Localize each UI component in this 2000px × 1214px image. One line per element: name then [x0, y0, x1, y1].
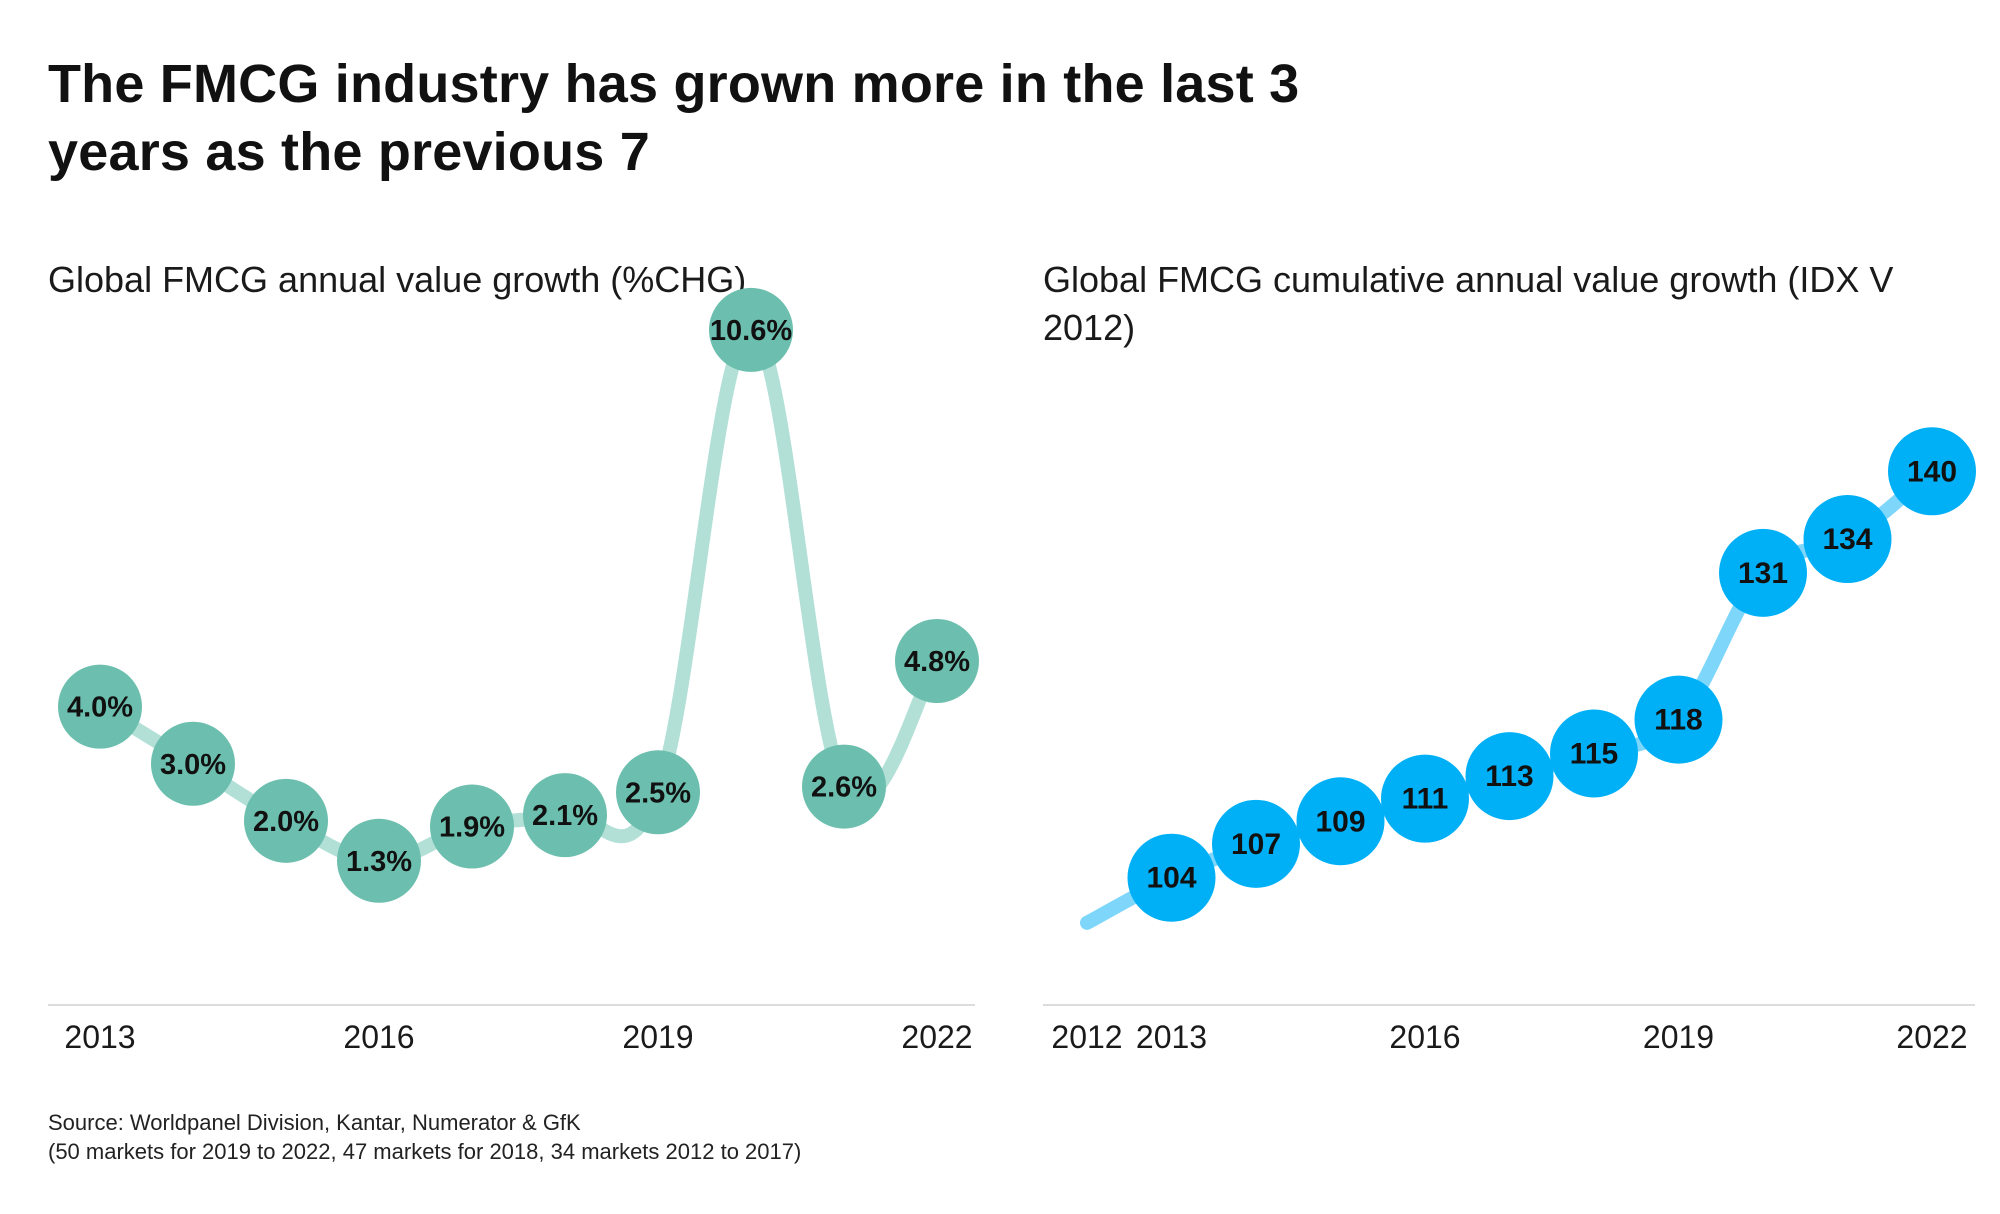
data-point-marker — [151, 721, 235, 806]
x-tick-label: 2022 — [901, 1019, 972, 1055]
data-label: 107 — [1231, 828, 1281, 861]
data-point-marker — [1634, 675, 1723, 764]
data-point-marker — [337, 818, 421, 903]
x-tick-label: 2016 — [343, 1019, 414, 1055]
x-tick-label: 2012 — [1051, 1019, 1122, 1055]
data-point-marker — [430, 784, 514, 869]
data-point-marker — [1550, 709, 1638, 798]
data-point-marker — [523, 773, 607, 858]
data-label: 2.5% — [625, 777, 691, 809]
data-label: 1.3% — [346, 846, 412, 878]
data-point-marker — [1803, 495, 1892, 584]
data-label: 134 — [1822, 523, 1872, 556]
data-point-marker — [709, 287, 793, 372]
x-tick-label: 2019 — [622, 1019, 693, 1055]
data-point-marker — [1296, 777, 1385, 866]
main-title: The FMCG industry has grown more in the … — [48, 54, 1300, 182]
data-label: 4.8% — [904, 646, 970, 678]
data-point-marker — [1465, 732, 1554, 821]
data-point-marker — [616, 750, 700, 835]
data-label: 113 — [1485, 760, 1533, 793]
source-line-2: (50 markets for 2019 to 2022, 47 markets… — [48, 1139, 802, 1164]
data-label: 3.0% — [160, 749, 226, 781]
x-tick-label: 2016 — [1389, 1019, 1460, 1055]
data-point-marker — [1719, 528, 1807, 617]
data-point-marker — [802, 744, 886, 829]
data-point-marker — [895, 619, 979, 703]
x-tick-label: 2013 — [1136, 1019, 1207, 1055]
data-label: 104 — [1146, 862, 1196, 895]
data-label: 109 — [1315, 805, 1365, 838]
x-tick-label: 2022 — [1896, 1019, 1967, 1055]
data-label: 1.9% — [439, 812, 505, 844]
x-tick-label: 2019 — [1643, 1019, 1714, 1055]
data-label: 115 — [1570, 738, 1618, 771]
data-point-marker — [58, 664, 142, 749]
left-chart-title: Global FMCG annual value growth (%CHG) — [48, 259, 747, 300]
right-chart-title: Global FMCG cumulative annual value grow… — [1043, 259, 1894, 348]
source-note: Source: Worldpanel Division, Kantar, Num… — [48, 1108, 801, 1166]
source-line-1: Source: Worldpanel Division, Kantar, Num… — [48, 1110, 581, 1135]
data-point-marker — [1212, 799, 1300, 888]
data-label: 131 — [1738, 557, 1788, 590]
data-point-marker — [1888, 427, 1976, 516]
data-label: 140 — [1907, 455, 1957, 488]
x-tick-label: 2013 — [64, 1019, 135, 1055]
data-label: 10.6% — [710, 315, 792, 347]
data-label: 2.0% — [253, 806, 319, 838]
left-chart-annual-growth: 4.0% 3.0% 2.0% 1.3% 1.9% 2.1% 2.5% 10.6% 2.6% 4.8… — [48, 287, 979, 1055]
data-point-marker — [244, 778, 328, 863]
data-point-marker — [1127, 833, 1216, 922]
data-label: 111 — [1402, 783, 1449, 816]
data-label: 118 — [1654, 704, 1702, 737]
data-label: 4.0% — [67, 692, 133, 724]
data-point-marker — [1381, 754, 1469, 843]
data-label: 2.6% — [811, 772, 877, 804]
data-label: 2.1% — [532, 800, 598, 832]
right-chart-cumulative-growth: 104 107 109 111 113 115 118 131 134 140 2012 2013 20… — [1043, 427, 1976, 1055]
